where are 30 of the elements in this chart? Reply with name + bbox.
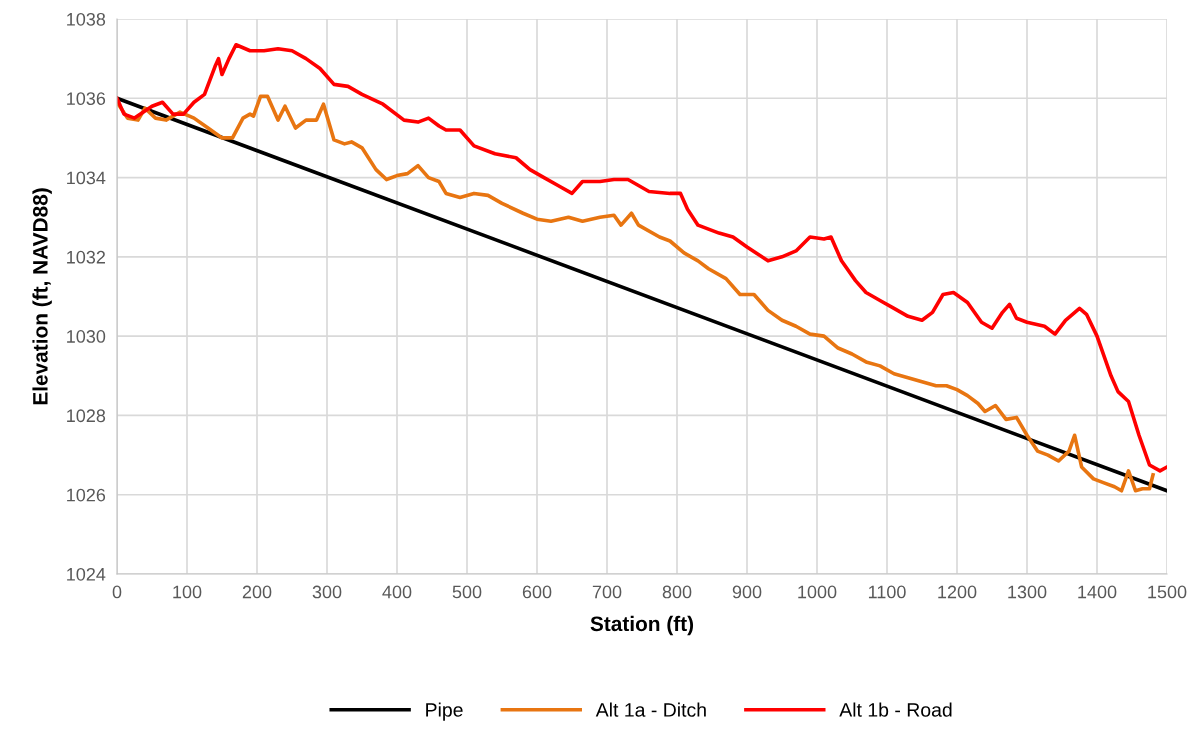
x-tick-label: 1400	[1078, 585, 1117, 599]
x-tick-label: 600	[522, 585, 552, 599]
y-tick-label: 1030	[67, 330, 106, 343]
y-tick-label: 1038	[67, 12, 106, 26]
x-tick-label: 100	[173, 585, 202, 599]
x-tick-label: 200	[242, 585, 272, 599]
y-tick-label: 1032	[67, 250, 105, 264]
y-tick-label: 1034	[67, 171, 106, 185]
y-tick-label: 1024	[67, 567, 106, 581]
x-tick-label: 900	[732, 585, 762, 599]
x-axis-title: Station (ft)	[590, 615, 694, 636]
x-tick-label: 1200	[938, 585, 977, 599]
x-tick-label: 0	[112, 585, 122, 599]
legend-label: Pipe	[426, 702, 463, 721]
line-series	[117, 42, 1167, 473]
y-axis-title: Elevation (ft, NAVD88)	[32, 188, 52, 405]
y-tick-label: 1028	[67, 409, 106, 423]
legend-label: Alt 1b - Road	[839, 702, 952, 717]
x-tick-label: 1300	[1008, 585, 1047, 599]
x-tick-label: 400	[382, 585, 412, 599]
x-tick-label: 1500	[1148, 585, 1187, 599]
x-tick-label: 1000	[798, 585, 837, 599]
y-tick-label: 1026	[67, 488, 106, 502]
x-tick-label: 700	[592, 585, 622, 599]
x-tick-label: 1100	[868, 585, 906, 599]
x-tick-label: 500	[452, 585, 482, 599]
legend-label: Alt 1a - Ditch	[595, 702, 706, 717]
x-tick-label: 300	[312, 585, 342, 599]
y-tick-label: 1036	[67, 92, 106, 106]
x-tick-label: 800	[662, 585, 692, 599]
